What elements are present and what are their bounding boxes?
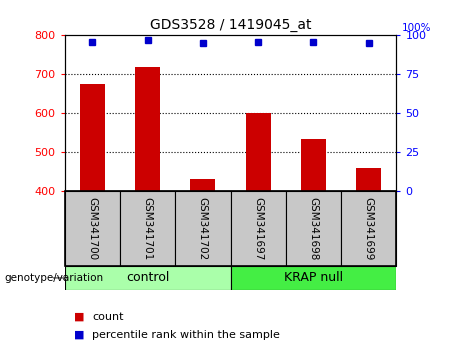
Bar: [356, 168, 381, 191]
Text: genotype/variation: genotype/variation: [5, 273, 104, 283]
Text: 100%: 100%: [402, 23, 431, 33]
Title: GDS3528 / 1419045_at: GDS3528 / 1419045_at: [150, 18, 311, 32]
Bar: [246, 113, 271, 191]
Text: GSM341700: GSM341700: [87, 197, 97, 260]
Text: ■: ■: [74, 330, 84, 339]
Text: GSM341699: GSM341699: [364, 196, 374, 260]
Text: GSM341701: GSM341701: [142, 197, 153, 260]
Bar: [135, 67, 160, 191]
Bar: [80, 84, 105, 191]
Text: GSM341698: GSM341698: [308, 196, 319, 260]
Text: control: control: [126, 272, 169, 284]
Bar: [120, 191, 175, 266]
Bar: [301, 139, 326, 191]
Text: ■: ■: [74, 312, 84, 322]
Bar: [65, 266, 230, 290]
Text: percentile rank within the sample: percentile rank within the sample: [92, 330, 280, 339]
Bar: [230, 266, 396, 290]
Bar: [175, 191, 230, 266]
Text: GSM341702: GSM341702: [198, 197, 208, 260]
Bar: [230, 191, 286, 266]
Bar: [65, 191, 120, 266]
Bar: [286, 191, 341, 266]
Text: KRAP null: KRAP null: [284, 272, 343, 284]
Bar: [341, 191, 396, 266]
Text: GSM341697: GSM341697: [253, 196, 263, 260]
Text: count: count: [92, 312, 124, 322]
Bar: [190, 179, 215, 191]
